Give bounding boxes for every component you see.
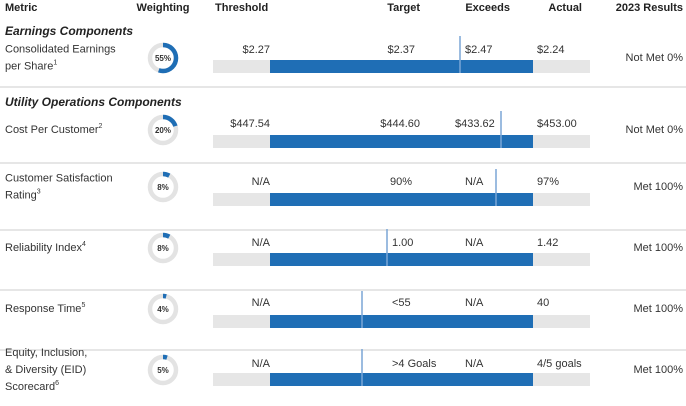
column-header: 2023 Results (616, 2, 683, 14)
bar-range (270, 60, 533, 73)
result: Met 100% (633, 303, 683, 315)
metric-name: Scorecard6 (5, 380, 59, 393)
donut-arc (147, 114, 179, 146)
bar-range (270, 373, 533, 386)
exceeds: N/A (465, 358, 484, 370)
target: $444.60 (380, 118, 420, 130)
actual: 97% (537, 176, 559, 188)
column-header: Target (387, 2, 420, 14)
column-header: Actual (548, 2, 582, 14)
exceeds: N/A (465, 176, 484, 188)
target: 90% (390, 176, 412, 188)
result: Not Met 0% (626, 52, 684, 64)
column-header: Weighting (137, 2, 190, 14)
threshold: $2.27 (242, 44, 270, 56)
footnote: 3 (37, 188, 41, 195)
metric-name: Cost Per Customer2 (5, 123, 103, 136)
donut-arc (147, 293, 179, 325)
weighting-label: 8% (157, 183, 169, 192)
donut-arc (147, 42, 179, 74)
weighting-label: 20% (155, 126, 171, 135)
metric-name: Reliability Index4 (5, 241, 86, 254)
weighting-label: 5% (157, 366, 169, 375)
metric-name: Rating3 (5, 188, 41, 201)
donut-arc (147, 354, 179, 386)
threshold: N/A (252, 358, 271, 370)
metric-name: Customer Satisfaction (5, 172, 113, 184)
column-header: Metric (5, 2, 37, 14)
footnote: 2 (99, 123, 103, 130)
metric-name: Response Time5 (5, 302, 85, 315)
result: Met 100% (633, 242, 683, 254)
footnote: 6 (55, 380, 59, 387)
threshold: N/A (252, 176, 271, 188)
target: <55 (392, 297, 411, 309)
actual: 40 (537, 297, 549, 309)
exceeds: N/A (465, 297, 484, 309)
bar-range (270, 193, 533, 206)
exceeds: $433.62 (455, 118, 495, 130)
bar-range (270, 315, 533, 328)
footnote: 5 (81, 302, 85, 309)
target: 1.00 (392, 237, 413, 249)
bar-range (270, 135, 533, 148)
actual: $2.24 (537, 44, 565, 56)
weighting-label: 4% (157, 305, 169, 314)
column-header: Exceeds (465, 2, 510, 14)
actual: 4/5 goals (537, 358, 582, 370)
result: Met 100% (633, 181, 683, 193)
metric-name: Equity, Inclusion, (5, 347, 87, 359)
threshold: $447.54 (230, 118, 270, 130)
section-title: Earnings Components (5, 24, 133, 38)
footnote: 4 (82, 241, 86, 248)
weighting-label: 8% (157, 244, 169, 253)
metric-name: per Share1 (5, 59, 57, 72)
target: $2.37 (387, 44, 415, 56)
footnote: 1 (53, 59, 57, 66)
threshold: N/A (252, 237, 271, 249)
exceeds: N/A (465, 237, 484, 249)
weighting-label: 55% (155, 54, 171, 63)
bar-range (270, 253, 533, 266)
result: Met 100% (633, 364, 683, 376)
threshold: N/A (252, 297, 271, 309)
column-header: Threshold (215, 2, 268, 14)
actual: 1.42 (537, 237, 558, 249)
metric-name: & Diversity (EID) (5, 364, 86, 376)
actual: $453.00 (537, 118, 577, 130)
donut-arc (147, 232, 179, 264)
donut-arc (147, 171, 179, 203)
metric-name: Consolidated Earnings (5, 43, 116, 55)
section-title: Utility Operations Components (5, 95, 182, 109)
target: >4 Goals (392, 358, 437, 370)
result: Not Met 0% (626, 124, 684, 136)
exceeds: $2.47 (465, 44, 493, 56)
